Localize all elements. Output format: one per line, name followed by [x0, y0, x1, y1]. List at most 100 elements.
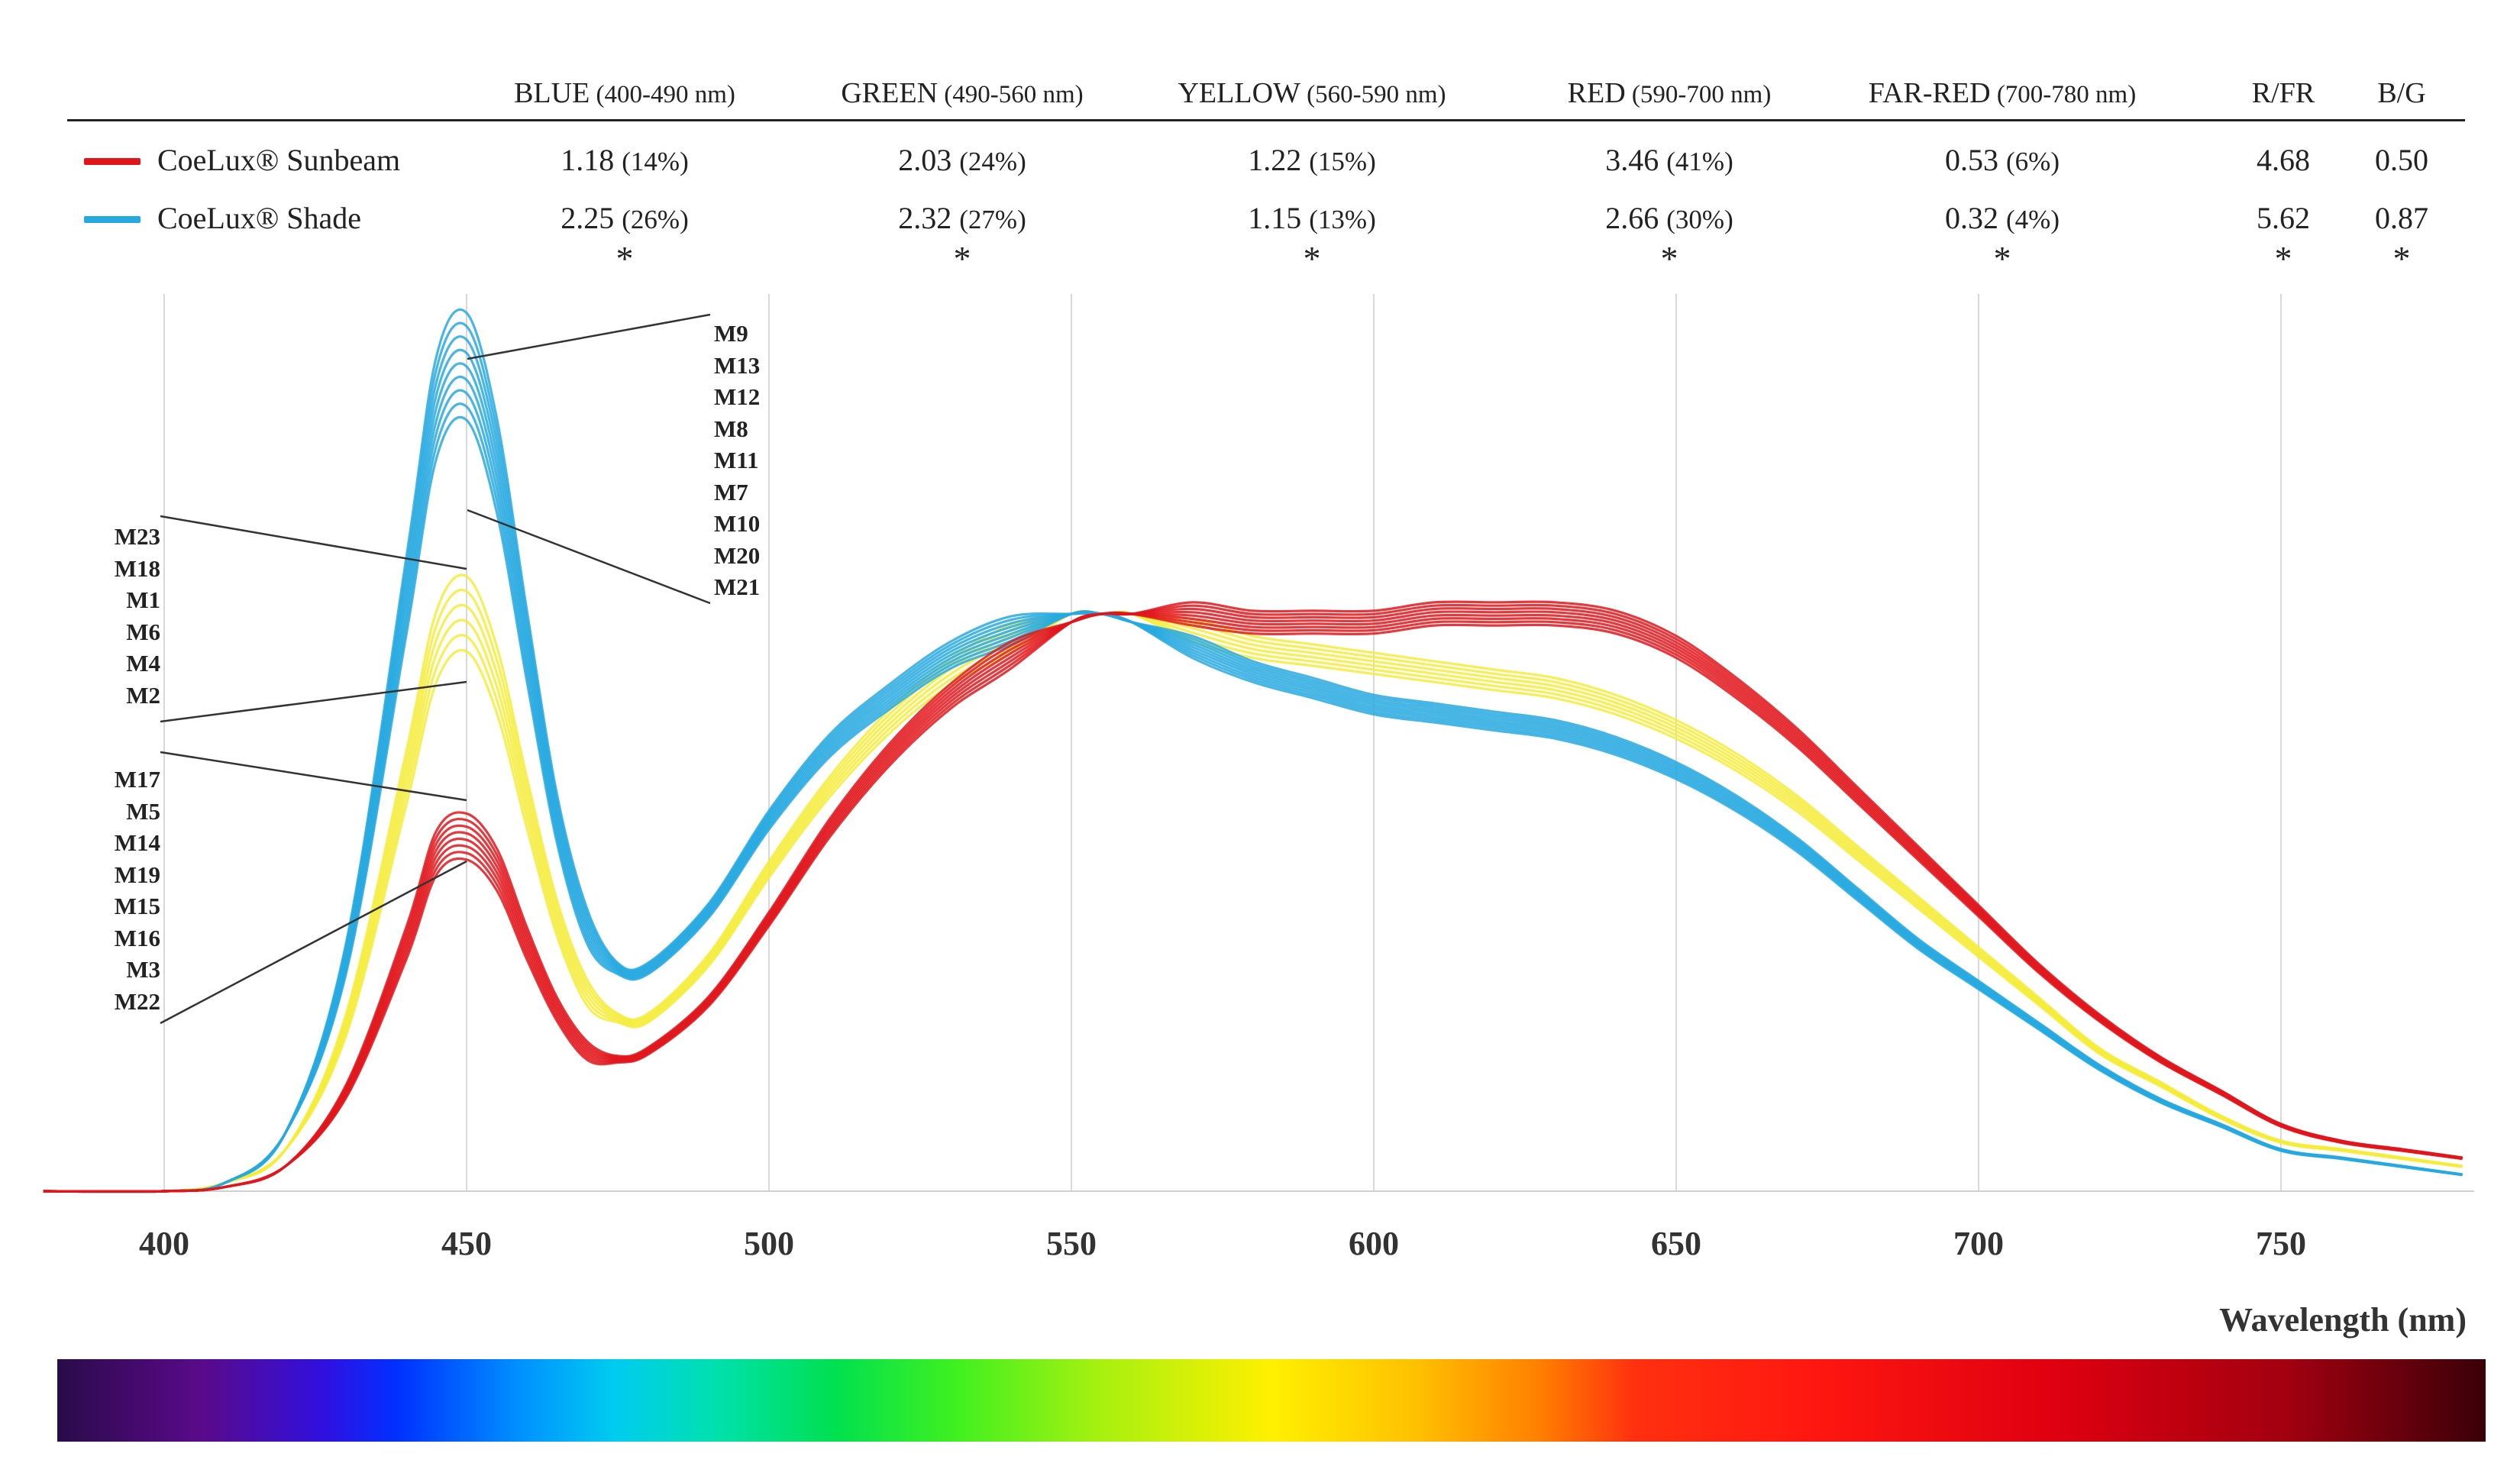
- x-tick-label: 550: [1046, 1225, 1097, 1262]
- spectrum-line-shade: [43, 308, 2463, 1193]
- measurement-label: M3: [126, 956, 160, 983]
- table-rule: [67, 119, 2465, 121]
- spectrum-line-yellow: [43, 603, 2463, 1193]
- x-tick-label: 600: [1349, 1225, 1399, 1262]
- measurement-label: M6: [126, 618, 160, 645]
- table-cell: 0.50: [2375, 142, 2428, 178]
- measurement-label: M20: [714, 541, 761, 569]
- cell-value: 0.50: [2375, 143, 2428, 177]
- cell-value: 0.53: [1945, 143, 1999, 177]
- measurement-label: M16: [114, 924, 160, 951]
- measurement-label: M2: [126, 681, 160, 709]
- spectrum-line-yellow: [43, 610, 2463, 1193]
- column-header-yellow: YELLOW (560-590 nm): [1178, 76, 1446, 110]
- spectrum-line-sunbeam: [43, 610, 2463, 1193]
- annotation-leader-line: [467, 313, 711, 360]
- significance-marker: *: [615, 239, 634, 278]
- table-cell: 4.68: [2257, 142, 2310, 178]
- legend-label-sunbeam: CoeLux® Sunbeam: [157, 143, 401, 177]
- column-range: (700-780 nm): [1990, 81, 2137, 108]
- cell-value: 2.32: [898, 201, 952, 235]
- measurement-label: M17: [114, 766, 160, 793]
- cell-value: 2.03: [898, 143, 952, 177]
- cell-value: 4.68: [2257, 143, 2310, 177]
- measurement-label: M22: [114, 987, 160, 1015]
- column-name: B/G: [2377, 77, 2426, 109]
- cell-percent: (15%): [1309, 147, 1376, 176]
- measurement-label: M19: [114, 861, 160, 888]
- x-tick-label: 400: [139, 1225, 189, 1262]
- cell-percent: (6%): [2006, 147, 2060, 176]
- column-header-blue: BLUE (400-490 nm): [514, 76, 735, 110]
- measurement-label: M5: [126, 797, 160, 825]
- spectrum-line-sunbeam: [43, 607, 2463, 1193]
- annotation-leader-line: [160, 515, 467, 570]
- column-range: (400-490 nm): [590, 81, 735, 108]
- measurement-label: M13: [714, 351, 761, 379]
- annotation-leader-line: [160, 751, 467, 802]
- measurement-label: M14: [114, 829, 160, 856]
- measurement-label: M4: [126, 650, 160, 677]
- table-cell: 2.66 (30%): [1605, 200, 1733, 236]
- measurement-label: M9: [714, 320, 748, 347]
- column-range: (590-700 nm): [1625, 81, 1772, 108]
- cell-value: 0.87: [2375, 201, 2428, 235]
- table-cell: 2.03 (24%): [898, 142, 1026, 178]
- cell-value: 2.25: [561, 201, 615, 235]
- measurement-label: M23: [114, 523, 160, 550]
- x-tick-label: 450: [441, 1225, 492, 1262]
- table-cell: 2.32 (27%): [898, 200, 1026, 236]
- cell-percent: (30%): [1666, 205, 1733, 234]
- significance-marker: *: [2274, 239, 2292, 278]
- spectrum-line-sunbeam: [43, 612, 2463, 1193]
- legend-line-shade: [84, 216, 141, 223]
- measurement-label: M18: [114, 554, 160, 582]
- spectrum-line-sunbeam: [43, 611, 2463, 1193]
- x-tick-label: 650: [1651, 1225, 1701, 1262]
- significance-marker: *: [1303, 239, 1321, 278]
- annotation-leader-line: [160, 680, 467, 723]
- visible-spectrum-bar: [57, 1359, 2486, 1442]
- column-header-red: RED (590-700 nm): [1568, 76, 1772, 110]
- cell-value: 1.15: [1248, 201, 1302, 235]
- measurement-label: M7: [714, 478, 748, 505]
- cell-percent: (41%): [1666, 147, 1733, 176]
- measurement-label: M12: [714, 383, 761, 410]
- measurement-label: M1: [126, 586, 160, 613]
- column-header-far-red: FAR-RED (700-780 nm): [1869, 76, 2136, 110]
- table-cell: 0.32 (4%): [1945, 200, 2060, 236]
- spectrum-line-yellow: [43, 609, 2463, 1193]
- column-header-r/fr: R/FR: [2252, 76, 2315, 110]
- legend-line-sunbeam: [84, 158, 141, 165]
- significance-marker: *: [1993, 239, 2011, 278]
- cell-value: 5.62: [2257, 201, 2310, 235]
- cell-value: 1.22: [1248, 143, 1302, 177]
- significance-marker: *: [2392, 239, 2411, 278]
- annotation-leader-line: [160, 860, 467, 1025]
- measurement-label: M11: [714, 447, 759, 473]
- column-range: (490-560 nm): [938, 81, 1084, 108]
- x-tick-label: 700: [1953, 1225, 2004, 1262]
- table-cell: 0.87: [2375, 200, 2428, 236]
- column-name: BLUE: [514, 77, 590, 109]
- annotation-yellow-labels: M23 M18 M1 M6 M4 M2: [84, 521, 160, 711]
- table-cell: 2.25 (26%): [561, 200, 688, 236]
- spectral-power-chart: [43, 294, 2474, 1193]
- table-cell: 5.62: [2257, 200, 2310, 236]
- spectrum-line-yellow: [43, 610, 2463, 1193]
- column-name: YELLOW: [1178, 77, 1300, 109]
- spectrum-line-sunbeam: [43, 612, 2463, 1193]
- x-axis-label: Wavelength (nm): [2219, 1301, 2467, 1339]
- spectrum-line-sunbeam: [43, 612, 2463, 1193]
- column-name: GREEN: [841, 77, 939, 109]
- table-cell: 1.22 (15%): [1248, 142, 1375, 178]
- spectrum-line-sunbeam: [43, 603, 2463, 1193]
- annotation-leader-line: [467, 509, 711, 605]
- cell-percent: (26%): [622, 205, 689, 234]
- cell-percent: (27%): [959, 205, 1026, 234]
- table-cell: 1.18 (14%): [561, 142, 688, 178]
- cell-value: 3.46: [1605, 143, 1659, 177]
- column-range: (560-590 nm): [1300, 81, 1446, 108]
- measurement-label: M10: [714, 510, 761, 537]
- column-name: R/FR: [2251, 77, 2315, 109]
